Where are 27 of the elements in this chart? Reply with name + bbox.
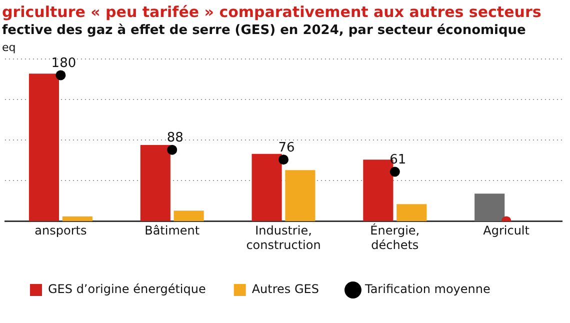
bar [28, 74, 60, 222]
legend-label: Autres GES [252, 282, 319, 296]
point [56, 70, 66, 80]
bar [174, 210, 204, 222]
bar [252, 154, 282, 222]
point [390, 166, 400, 177]
chart-subtitle: fective des gaz à effet de serre (GES) en 2024, par secteur économique [1, 22, 527, 38]
data-label: 180 [51, 56, 76, 72]
point [278, 154, 288, 165]
data-label: 88 [166, 130, 184, 146]
bar [474, 194, 505, 222]
legend-label: GES d’origine énergétique [48, 282, 206, 296]
chart-title: griculture « peu tarifée » comparativement aux autres secteurs [1, 2, 542, 21]
bar [140, 144, 170, 222]
bar [396, 204, 427, 222]
point [167, 144, 178, 155]
data-label: 76 [278, 140, 295, 156]
x-tick-label: ansports [34, 224, 87, 238]
x-tick-label: Bâtiment [144, 224, 200, 238]
bar [62, 216, 92, 222]
bar [285, 170, 316, 222]
x-tick-label: Industrie, construction [246, 224, 321, 252]
data-label: 61 [390, 152, 406, 168]
x-tick-label: Agricult [483, 224, 530, 238]
y-axis-title: eq [1, 40, 17, 54]
legend-label: Tarification moyenne [364, 282, 490, 296]
x-tick-label: Énergie, déchets [370, 222, 420, 252]
